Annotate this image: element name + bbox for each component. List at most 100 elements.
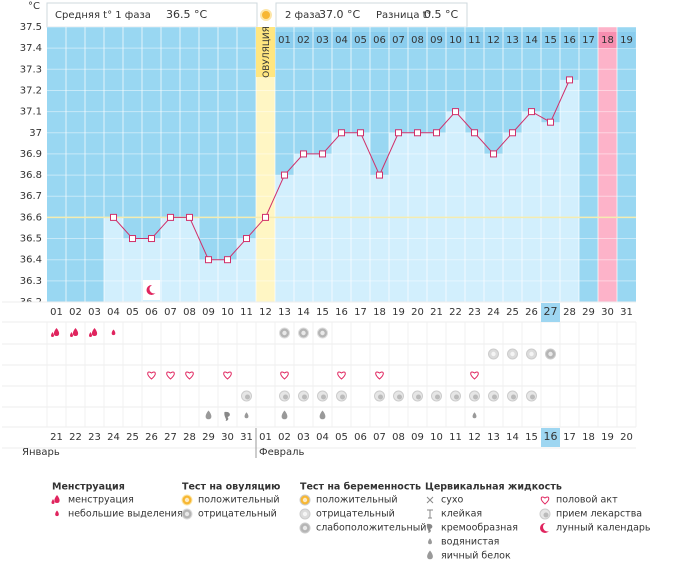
- heart: [280, 371, 289, 380]
- symbol: [539, 508, 551, 520]
- pill-shine: [473, 394, 478, 400]
- x-tick-label: 09: [202, 307, 215, 318]
- phase2-day: 01: [278, 35, 291, 46]
- creamy: [224, 411, 230, 421]
- temp-bar: [237, 238, 256, 302]
- drop: [319, 410, 326, 420]
- y-tick-label: 36.9: [20, 149, 42, 160]
- symbol: [147, 371, 156, 380]
- legend-label: кремообразная: [441, 523, 518, 534]
- today-cell: [541, 303, 560, 322]
- phase2-day: 19: [620, 35, 633, 46]
- pill-shine: [454, 394, 459, 400]
- pill-shine: [283, 394, 288, 400]
- date-label: 28: [183, 432, 196, 443]
- legend-title: Цервикальная жидкость: [425, 482, 562, 493]
- phase2-label: 2 фаза: [285, 10, 321, 21]
- date-label: 06: [354, 432, 367, 443]
- x-tick-label: 17: [354, 307, 367, 318]
- x-tick-label: 11: [240, 307, 253, 318]
- x-tick-label: 08: [183, 307, 196, 318]
- date-label: 03: [297, 432, 310, 443]
- disc-inner: [302, 497, 308, 503]
- temp-bar: [180, 217, 199, 302]
- symbol: [450, 390, 461, 402]
- disc-inner: [302, 511, 308, 517]
- symbol: [223, 371, 232, 380]
- x-tick-label: 12: [259, 307, 272, 318]
- date-label: 05: [335, 432, 348, 443]
- drop: [244, 412, 249, 419]
- symbol: [51, 495, 60, 504]
- symbol: [111, 329, 116, 336]
- temp-point: [319, 150, 326, 158]
- symbol: [181, 508, 193, 520]
- symbol: [205, 410, 212, 420]
- phase2-day-cell: [522, 32, 541, 48]
- date-label: 29: [202, 432, 215, 443]
- y-tick-label: 37.3: [20, 64, 42, 75]
- heart: [166, 371, 175, 380]
- temp-bar: [218, 259, 237, 302]
- heart: [223, 371, 232, 380]
- legend-label: слабоположительный: [316, 523, 426, 534]
- disc-inner: [302, 525, 308, 531]
- date-label: 13: [487, 432, 500, 443]
- symbol: [374, 390, 385, 402]
- phase2-day-cell: [446, 32, 465, 48]
- disc-inner: [184, 511, 190, 517]
- y-tick-label: 37.5: [20, 22, 42, 33]
- date-label: 25: [126, 432, 139, 443]
- temp-bar: [446, 111, 465, 302]
- y-unit: °C: [28, 1, 40, 12]
- x-tick-label: 16: [335, 307, 348, 318]
- temp-point: [148, 235, 155, 243]
- x-tick-label: 19: [392, 307, 405, 318]
- x-tick-label: 18: [373, 307, 386, 318]
- drop: [91, 328, 98, 336]
- temp-bar: [104, 217, 123, 302]
- temp-point: [243, 235, 250, 243]
- date-label: 27: [164, 432, 177, 443]
- temp-point: [395, 129, 402, 137]
- moon-cut: [543, 522, 552, 532]
- phase2-day: 02: [297, 35, 310, 46]
- tack: [427, 509, 433, 519]
- phase2-day-cell: [560, 32, 579, 48]
- y-tick-label: 37.1: [20, 107, 42, 118]
- symbol: [298, 390, 309, 402]
- ovulation-icon: [260, 9, 272, 21]
- symbol: [427, 550, 433, 560]
- phase2-day-cell: [332, 32, 351, 48]
- date-label: 30: [221, 432, 234, 443]
- pill-shine: [245, 394, 250, 400]
- pill-shine: [302, 394, 307, 400]
- date-label: 14: [506, 432, 519, 443]
- temp-point: [433, 129, 440, 137]
- symbol: [393, 390, 404, 402]
- symbol: [526, 390, 537, 402]
- drop: [281, 410, 288, 420]
- drop: [70, 332, 73, 337]
- symbol: [540, 522, 552, 533]
- symbol: [185, 371, 194, 380]
- y-tick-label: 37.2: [20, 85, 42, 96]
- temp-bar: [560, 79, 579, 302]
- x-tick-label: 30: [601, 307, 614, 318]
- symbol: [337, 371, 346, 380]
- phase2-day: 04: [335, 35, 348, 46]
- drop: [427, 550, 433, 560]
- temp-bar: [370, 175, 389, 302]
- legend-title: Тест на овуляцию: [182, 482, 280, 493]
- symbol: [281, 410, 288, 420]
- phase2-day: 05: [354, 35, 367, 46]
- legend-label: положительный: [198, 495, 280, 506]
- table-bg: [2, 302, 636, 448]
- phase2-day: 18: [601, 35, 614, 46]
- y-tick-label: 37.4: [20, 43, 42, 54]
- disc-inner: [282, 330, 287, 336]
- temp-point: [376, 171, 383, 179]
- phase2-day: 08: [411, 35, 424, 46]
- disc-inner: [491, 351, 496, 357]
- symbol: [427, 509, 433, 519]
